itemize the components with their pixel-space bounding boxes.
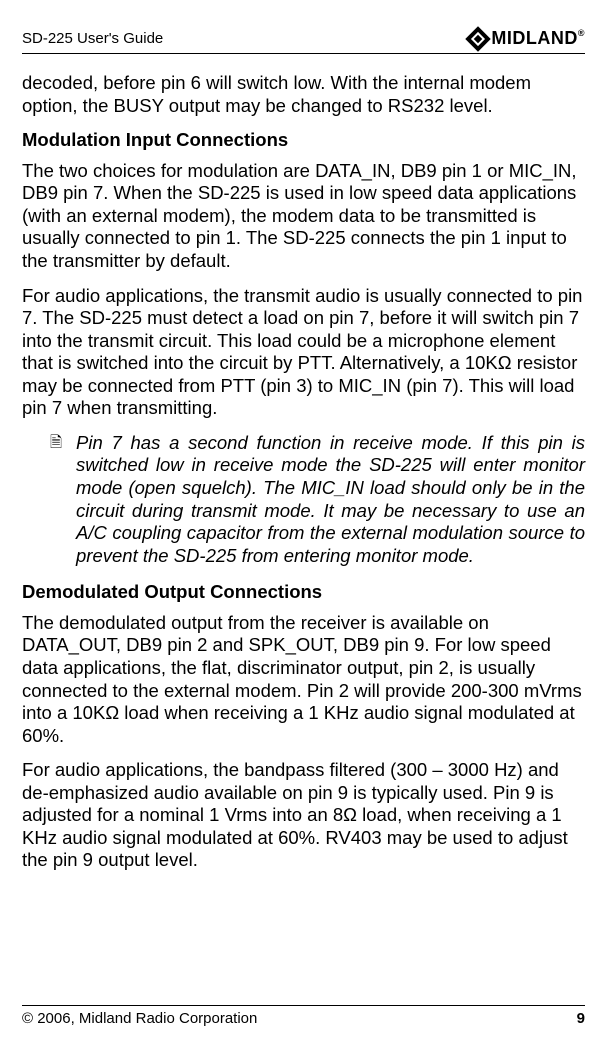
brand-name: MIDLAND®	[491, 28, 585, 49]
logo-diamond-icon	[466, 26, 491, 51]
page-header: SD-225 User's Guide MIDLAND®	[22, 28, 585, 54]
footer-page-number: 9	[577, 1010, 585, 1027]
section-title-modulation: Modulation Input Connections	[22, 129, 585, 152]
note-text: Pin 7 has a second function in receive m…	[76, 432, 585, 567]
page-content: decoded, before pin 6 will switch low. W…	[22, 72, 585, 872]
paragraph-s1-2: For audio applications, the transmit aud…	[22, 285, 585, 420]
paragraph-s1-1: The two choices for modulation are DATA_…	[22, 160, 585, 273]
paragraph-s2-1: The demodulated output from the receiver…	[22, 612, 585, 747]
note-block: 🗎 Pin 7 has a second function in receive…	[22, 432, 585, 567]
page-footer: © 2006, Midland Radio Corporation 9	[22, 1005, 585, 1027]
footer-copyright: © 2006, Midland Radio Corporation	[22, 1010, 257, 1027]
brand-logo: MIDLAND®	[469, 28, 585, 49]
paragraph-intro: decoded, before pin 6 will switch low. W…	[22, 72, 585, 117]
section-title-demodulated: Demodulated Output Connections	[22, 581, 585, 604]
paragraph-s2-2: For audio applications, the bandpass fil…	[22, 759, 585, 872]
doc-title: SD-225 User's Guide	[22, 30, 163, 47]
note-icon: 🗎	[50, 432, 76, 567]
